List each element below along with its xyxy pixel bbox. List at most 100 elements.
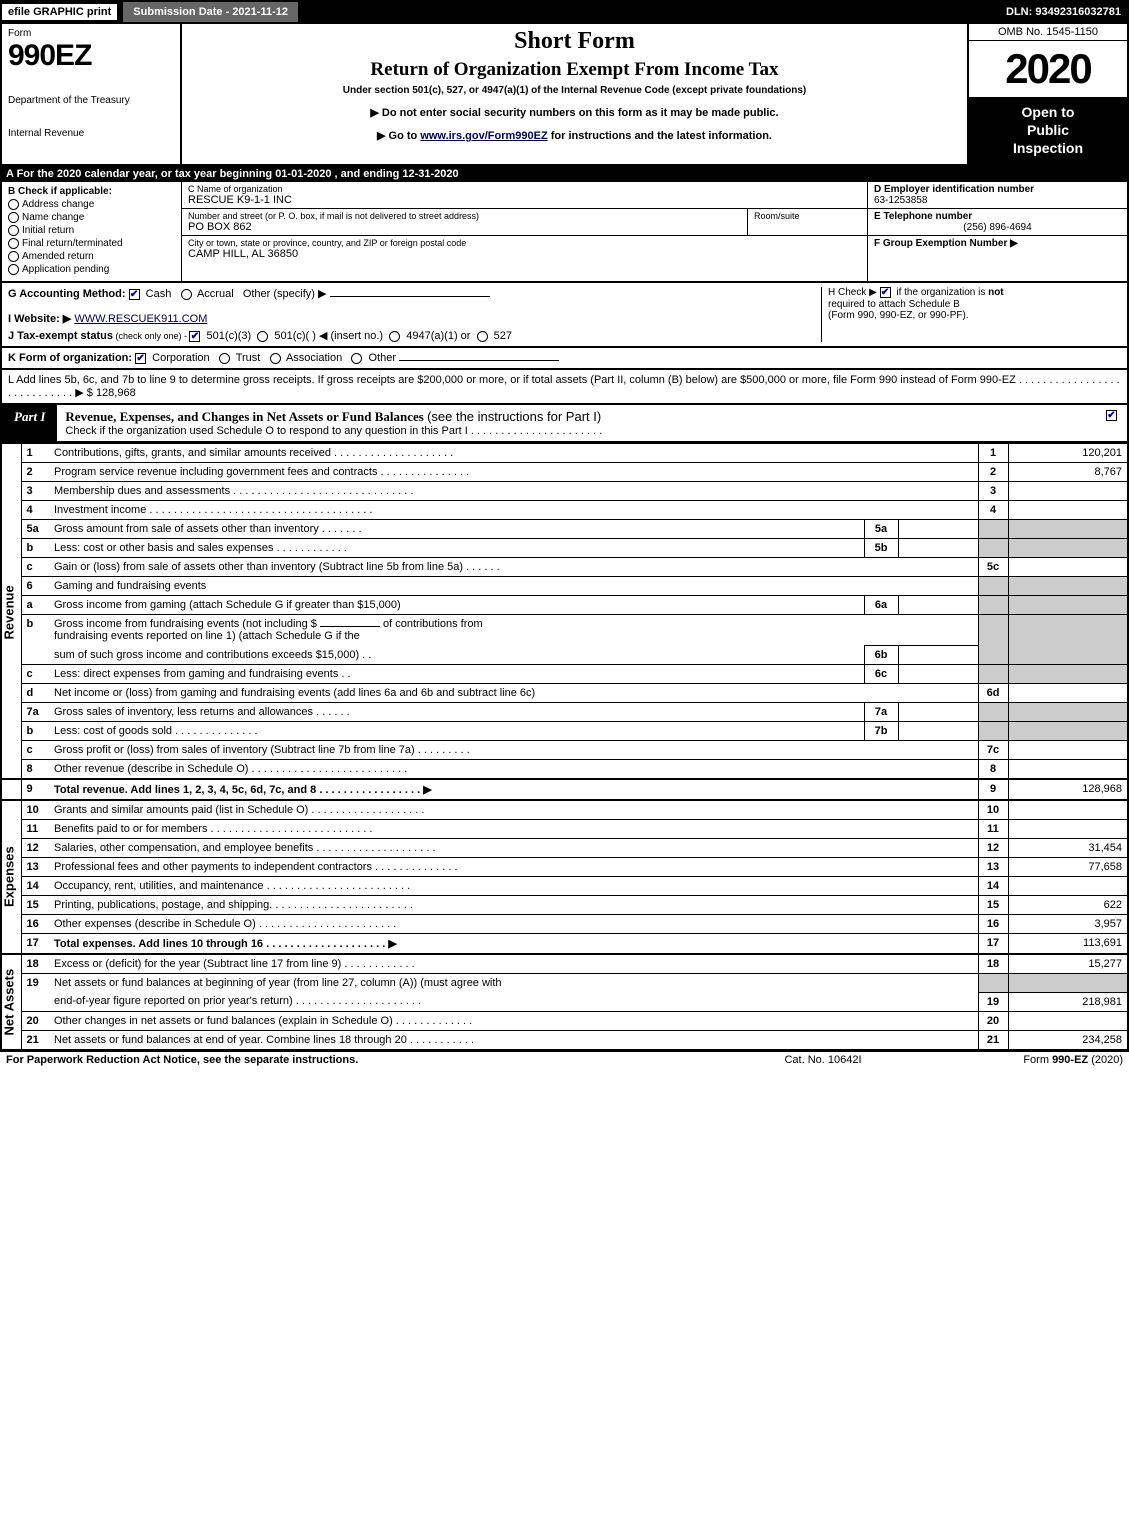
line-desc: Gain or (loss) from sale of assets other… [49, 558, 978, 577]
irs-link[interactable]: www.irs.gov/Form990EZ [420, 130, 547, 142]
part-i-title2: (see the instructions for Part I) [427, 409, 601, 424]
line-value: 77,658 [1008, 858, 1128, 877]
cb-initial-return[interactable]: Initial return [8, 225, 175, 236]
line-desc: Membership dues and assessments . . . . … [49, 482, 978, 501]
cb-501c[interactable] [257, 331, 268, 342]
grey-cell [978, 974, 1008, 993]
table-row: Net Assets 18Excess or (deficit) for the… [1, 954, 1128, 974]
cb-corporation[interactable] [135, 353, 146, 364]
i-website-label: I Website: ▶ [8, 313, 71, 325]
cb-other-org[interactable] [351, 353, 362, 364]
k-trust-label: Trust [236, 352, 261, 364]
cb-527[interactable] [477, 331, 488, 342]
line-ref: 10 [978, 800, 1008, 820]
grey-cell [1008, 577, 1128, 596]
line-num: 16 [21, 915, 49, 934]
grey-cell [1008, 974, 1128, 993]
j-501c3-label: 501(c)(3) [207, 330, 252, 342]
line-num: c [21, 665, 49, 684]
phone-value: (256) 896-4694 [874, 222, 1121, 233]
table-row: 13Professional fees and other payments t… [1, 858, 1128, 877]
line-num: 1 [21, 444, 49, 463]
footer-paperwork: For Paperwork Reduction Act Notice, see … [6, 1054, 723, 1066]
line-desc: Less: cost of goods sold . . . . . . . .… [49, 722, 864, 741]
line-num: 15 [21, 896, 49, 915]
cb-amended-return[interactable]: Amended return [8, 251, 175, 262]
line-value: 218,981 [1008, 992, 1128, 1011]
cb-accrual[interactable] [181, 289, 192, 300]
org-city: CAMP HILL, AL 36850 [188, 248, 861, 260]
line-desc: Salaries, other compensation, and employ… [49, 839, 978, 858]
row-l: L Add lines 5b, 6c, and 7b to line 9 to … [0, 370, 1129, 405]
cb-trust[interactable] [219, 353, 230, 364]
cb-application-pending[interactable]: Application pending [8, 264, 175, 275]
line-value [1008, 800, 1128, 820]
j-501c-label: 501(c)( ) ◀ (insert no.) [274, 330, 383, 342]
room-suite-label: Room/suite [754, 211, 861, 221]
c-name-block: C Name of organization RESCUE K9-1-1 INC [182, 182, 867, 209]
other-specify-input[interactable] [330, 296, 490, 297]
line-ref: 16 [978, 915, 1008, 934]
line-desc: Less: cost or other basis and sales expe… [49, 539, 864, 558]
g-accounting: G Accounting Method: Cash Accrual Other … [8, 287, 821, 342]
cb-4947[interactable] [389, 331, 400, 342]
netassets-side-label: Net Assets [1, 954, 21, 1050]
line-desc: Excess or (deficit) for the year (Subtra… [49, 954, 978, 974]
line-value [1008, 501, 1128, 520]
l-value: 128,968 [96, 387, 136, 399]
line-num: d [21, 684, 49, 703]
cb-association[interactable] [270, 353, 281, 364]
header-center: Short Form Return of Organization Exempt… [182, 24, 967, 164]
line-num: 2 [21, 463, 49, 482]
line-value [1008, 684, 1128, 703]
fundraising-amount-input[interactable] [320, 626, 380, 627]
line-num: b [21, 539, 49, 558]
line-ref: 5c [978, 558, 1008, 577]
line-desc: Gross profit or (loss) from sales of inv… [49, 741, 978, 760]
top-bar: efile GRAPHIC print Submission Date - 20… [0, 0, 1129, 24]
line-desc: Benefits paid to or for members . . . . … [49, 820, 978, 839]
table-row: bLess: cost or other basis and sales exp… [1, 539, 1128, 558]
table-row: 2Program service revenue including gover… [1, 463, 1128, 482]
line-num: 14 [21, 877, 49, 896]
subline-ref: 6a [864, 596, 898, 615]
grey-cell [978, 539, 1008, 558]
h-line2: required to attach Schedule B [828, 299, 960, 310]
form-number: 990EZ [8, 39, 174, 73]
line-value [1008, 1011, 1128, 1030]
efile-badge[interactable]: efile GRAPHIC print [0, 2, 119, 22]
line-num: 5a [21, 520, 49, 539]
cb-name-change[interactable]: Name change [8, 212, 175, 223]
e-phone-block: E Telephone number (256) 896-4694 [868, 209, 1127, 236]
line-ref: 13 [978, 858, 1008, 877]
cb-501c3[interactable] [189, 331, 200, 342]
line-num: 8 [21, 760, 49, 780]
c-name-label: C Name of organization [188, 184, 861, 194]
line-value: 120,201 [1008, 444, 1128, 463]
line-desc: Program service revenue including govern… [49, 463, 978, 482]
cb-cash[interactable] [129, 289, 140, 300]
cb-h[interactable] [880, 287, 891, 298]
line-desc: Less: direct expenses from gaming and fu… [49, 665, 864, 684]
subline-value [898, 665, 978, 684]
cb-final-return[interactable]: Final return/terminated [8, 238, 175, 249]
row-k: K Form of organization: Corporation Trus… [0, 348, 1129, 370]
line-ref: 9 [978, 779, 1008, 800]
k-other-input[interactable] [399, 360, 559, 361]
grey-cell [1008, 539, 1128, 558]
table-row: bGross income from fundraising events (n… [1, 615, 1128, 646]
website-link[interactable]: WWW.RESCUEK911.COM [74, 313, 207, 325]
j-527-label: 527 [494, 330, 512, 342]
cb-name-change-label: Name change [22, 212, 84, 223]
table-row: Expenses 10Grants and similar amounts pa… [1, 800, 1128, 820]
f-label: F Group Exemption Number ▶ [874, 238, 1018, 249]
subline-value [898, 596, 978, 615]
line-value: 128,968 [1008, 779, 1128, 800]
cb-address-change[interactable]: Address change [8, 199, 175, 210]
subline-value [898, 722, 978, 741]
line-value [1008, 741, 1128, 760]
part-i-checkbox[interactable] [1099, 405, 1127, 441]
part-i-tab: Part I [2, 405, 57, 441]
cb-application-pending-label: Application pending [22, 264, 109, 275]
line-num: 17 [21, 934, 49, 955]
